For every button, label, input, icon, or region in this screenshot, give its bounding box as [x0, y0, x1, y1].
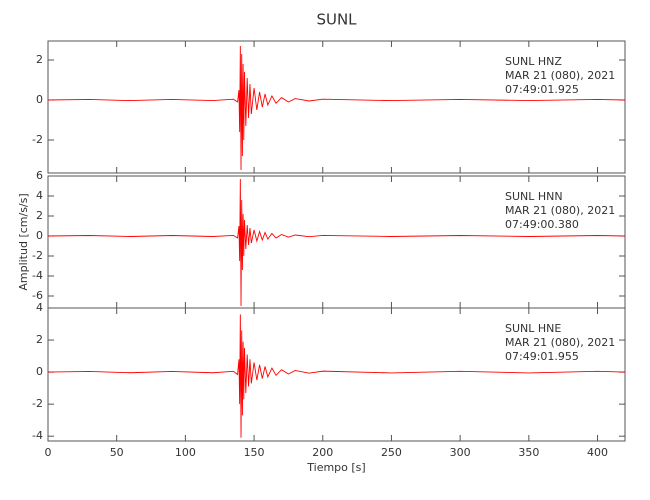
- annotation: SUNL HNE: [505, 322, 561, 335]
- annotation: SUNL HNZ: [505, 55, 562, 68]
- x-tick-label: 300: [450, 446, 471, 459]
- y-tick-label: -6: [32, 289, 43, 302]
- y-tick-label: 2: [36, 209, 43, 222]
- y-tick-label: 0: [36, 229, 43, 242]
- x-tick-label: 400: [587, 446, 608, 459]
- annotation: 07:49:00.380: [505, 218, 579, 231]
- x-axis-label: Tiempo [s]: [306, 461, 365, 474]
- y-tick-label: 0: [36, 365, 43, 378]
- x-tick-label: 350: [518, 446, 539, 459]
- x-tick-label: 50: [110, 446, 124, 459]
- y-tick-label: 4: [36, 189, 43, 202]
- annotation: 07:49:01.925: [505, 83, 579, 96]
- trace: [47, 178, 626, 307]
- x-tick-label: 100: [175, 446, 196, 459]
- annotation: MAR 21 (080), 2021: [505, 204, 615, 217]
- y-tick-label: 0: [36, 93, 43, 106]
- panel-frame: [47, 307, 626, 442]
- chart-title: SUNL: [316, 11, 357, 29]
- panel-frame: [47, 40, 626, 174]
- x-tick-label: 250: [381, 446, 402, 459]
- y-tick-label: -2: [32, 133, 43, 146]
- y-tick-label: 2: [36, 333, 43, 346]
- x-tick-label: 150: [244, 446, 265, 459]
- y-tick-label: -2: [32, 249, 43, 262]
- x-tick-label: 0: [45, 446, 52, 459]
- y-tick-label: -4: [32, 269, 43, 282]
- y-tick-label: 2: [36, 53, 43, 66]
- x-tick-label: 200: [312, 446, 333, 459]
- trace: [47, 45, 626, 171]
- y-tick-label: -4: [32, 429, 43, 442]
- y-tick-label: -2: [32, 397, 43, 410]
- annotation: MAR 21 (080), 2021: [505, 336, 615, 349]
- y-tick-label: 4: [36, 301, 43, 314]
- annotation: MAR 21 (080), 2021: [505, 69, 615, 82]
- y-axis-label: Amplitud [cm/s/s]: [17, 193, 30, 290]
- annotation: 07:49:01.955: [505, 350, 579, 363]
- trace: [47, 314, 626, 438]
- annotation: SUNL HNN: [505, 190, 563, 203]
- y-tick-label: 6: [36, 169, 43, 182]
